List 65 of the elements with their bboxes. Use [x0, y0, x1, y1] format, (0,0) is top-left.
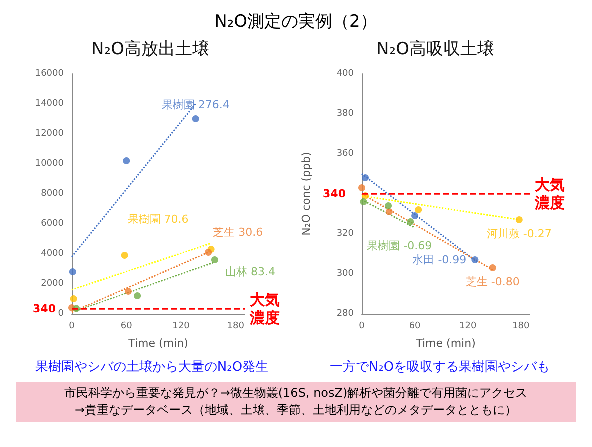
text: 大気濃度: [249, 290, 280, 327]
text: 果樹園やシバの土壌から大量のN₂O発生: [34, 359, 270, 376]
y-tick-label: 4000: [41, 249, 64, 259]
text: 市民科学から重要な発見が？→微生物叢(16S, nosZ)解析や菌分離で有用菌にアクセス: [63, 385, 529, 402]
x-tick-label: 120: [460, 322, 477, 332]
x-tick-label: 60: [120, 322, 133, 332]
y-tick-label: 380: [336, 109, 354, 119]
point: [415, 206, 422, 214]
x-tick-label: 0: [359, 322, 366, 332]
y-tick-label: 300: [336, 269, 354, 279]
point: [360, 198, 368, 206]
text: →貴重なデータベース（地域、土壌、季節、土地利用などのメタデータとともに）: [74, 402, 518, 419]
point: [362, 174, 370, 182]
point: [192, 116, 200, 122]
y-tick-label: 10000: [35, 159, 64, 169]
point: [124, 288, 132, 295]
x-tick-label: 180: [512, 322, 530, 332]
point: [69, 268, 76, 276]
point: [70, 296, 78, 302]
point: [358, 184, 366, 192]
point: [385, 202, 392, 210]
x-axis-title: Time (min): [415, 337, 476, 350]
x-tick-label: 120: [172, 322, 190, 332]
y-tick-label: 14000: [35, 99, 64, 109]
point: [123, 158, 130, 164]
point: [121, 252, 128, 259]
chart-title: N₂O高吸収土壌: [376, 40, 494, 60]
series-label: 果樹園 276.4: [162, 98, 230, 112]
series-label: 芝生 -0.80: [466, 276, 520, 288]
text: 一方でN₂Oを吸収する果樹園やシバも: [328, 359, 552, 376]
y-tick-label: 8000: [41, 189, 64, 199]
y-tick-label: 400: [336, 69, 354, 79]
point: [516, 216, 523, 224]
text: 果樹園 70.6: [128, 213, 189, 226]
text: 果樹園 -0.69: [367, 240, 432, 252]
y-tick-label: 12000: [35, 129, 64, 139]
y-tick-label: 360: [336, 149, 354, 159]
chart-title: N₂O高放出土壌: [92, 40, 210, 60]
y-tick-label: 6000: [41, 219, 64, 229]
x-axis-title: Time (min): [128, 337, 188, 350]
series-label: 芝生 30.6: [213, 226, 264, 239]
text: 大気濃度: [534, 176, 565, 212]
point: [211, 256, 218, 264]
y-tick-label: 2000: [41, 279, 64, 289]
y-tick-label: 320: [336, 229, 354, 239]
x-tick-label: 180: [227, 322, 245, 332]
x-tick-label: 60: [409, 322, 422, 332]
y-tick-label: 280: [336, 309, 354, 319]
text: N₂O測定の実例（2）: [214, 11, 378, 34]
y-tick-label: 16000: [35, 69, 64, 79]
series-label: 河川敷 -0.27: [486, 228, 552, 240]
y-tick-label: 0: [58, 309, 64, 319]
point: [134, 292, 142, 300]
series-label: 水田 -0.99: [412, 254, 467, 266]
point: [407, 218, 414, 226]
point: [386, 208, 393, 216]
x-tick-label: 0: [69, 322, 76, 332]
series-label: 山林 83.4: [225, 266, 276, 278]
y-axis-title: N₂O conc (ppb): [300, 152, 313, 236]
ref-line-label: 340: [323, 188, 346, 200]
ref-line-label: 340: [33, 302, 56, 316]
point: [489, 264, 496, 272]
point: [205, 249, 212, 256]
point: [412, 212, 419, 220]
point: [472, 256, 479, 264]
